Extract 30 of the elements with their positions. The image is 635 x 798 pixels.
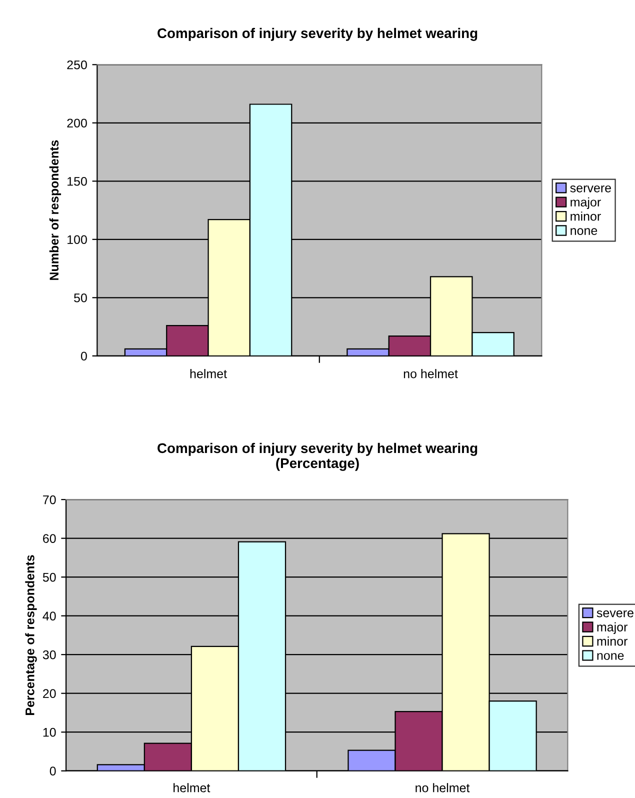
chart-title: Comparison of injury severity by helmet wearing: [158, 28, 478, 41]
legend-label: none: [597, 653, 624, 660]
x-tick-label: helmet: [174, 783, 210, 792]
y-tick-label: 100: [68, 235, 87, 244]
y-axis-title: Number of respondents: [49, 140, 62, 280]
y-tick-label: 10: [43, 728, 56, 737]
legend-label: none: [570, 228, 598, 235]
y-tick-label: 30: [42, 650, 56, 660]
y-tick-label: 60: [43, 534, 56, 543]
y-tick-label: 0: [80, 352, 87, 361]
legend-label: minor: [597, 636, 628, 646]
x-tick-label: no helmet: [404, 369, 458, 378]
legend-label: major: [597, 622, 628, 634]
y-tick-label: 50: [42, 572, 56, 582]
y-tick-label: 40: [42, 612, 56, 620]
y-tick-label: 50: [74, 293, 87, 302]
y-tick-label: 250: [67, 60, 87, 70]
y-tick-label: 70: [43, 495, 56, 504]
legend-label: minor: [570, 212, 601, 221]
y-tick-label: 200: [67, 118, 87, 128]
x-tick-label: helmet: [190, 369, 227, 378]
y-tick-label: 20: [43, 689, 56, 698]
y-tick-label: 0: [50, 766, 56, 776]
x-tick-label: no helmet: [416, 783, 470, 792]
y-axis-title: Percentage of respondents: [25, 555, 37, 715]
y-tick-label: 150: [68, 176, 87, 186]
chart-title: Comparison of injury severity by helmet wearing (Percentage): [158, 442, 478, 471]
legend-label: severe: [596, 610, 634, 618]
legend-label: major: [570, 197, 601, 210]
legend-label: servere: [570, 185, 611, 192]
